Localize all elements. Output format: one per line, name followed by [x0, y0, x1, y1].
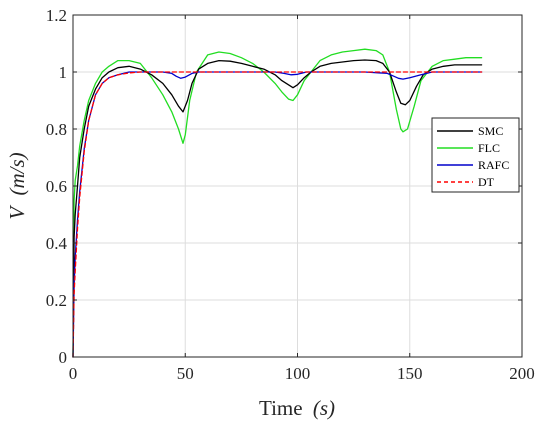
x-axis-title: Time (s): [259, 396, 335, 420]
x-tick-label: 0: [69, 364, 78, 383]
tick-labels: 0 50 100 150 200 0 0.2 0.4 0.6 0.8 1 1.2: [46, 6, 535, 383]
series-layer: [72, 48, 483, 358]
y-tick-label: 0.6: [46, 177, 67, 196]
y-tick-label: 0.4: [46, 234, 68, 253]
tick-marks: [72, 14, 523, 358]
series-line-dt: [72, 71, 483, 358]
x-tick-label: 200: [509, 364, 535, 383]
y-axis-title: V (m/s): [5, 152, 29, 219]
x-axis-title-unit: (s): [313, 396, 335, 420]
y-tick-label: 0: [59, 348, 68, 367]
y-tick-label: 1: [59, 63, 68, 82]
legend-box: [431, 117, 520, 193]
legend: SMC FLC RAFC DT: [431, 117, 520, 193]
legend-label-rafc: RAFC: [478, 158, 509, 172]
y-tick-label: 1.2: [46, 6, 67, 25]
y-axis-title-unit: (m/s): [5, 152, 29, 195]
x-tick-label: 100: [285, 364, 311, 383]
y-axis-title-main: V: [5, 205, 29, 220]
x-tick-label: 50: [177, 364, 194, 383]
x-tick-label: 150: [397, 364, 423, 383]
y-tick-label: 0.2: [46, 291, 67, 310]
legend-label-smc: SMC: [478, 124, 503, 138]
series-line-smc: [72, 59, 483, 358]
legend-label-dt: DT: [478, 175, 495, 189]
x-axis-title-main: Time: [259, 396, 303, 420]
y-tick-label: 0.8: [46, 120, 67, 139]
legend-label-flc: FLC: [478, 141, 500, 155]
